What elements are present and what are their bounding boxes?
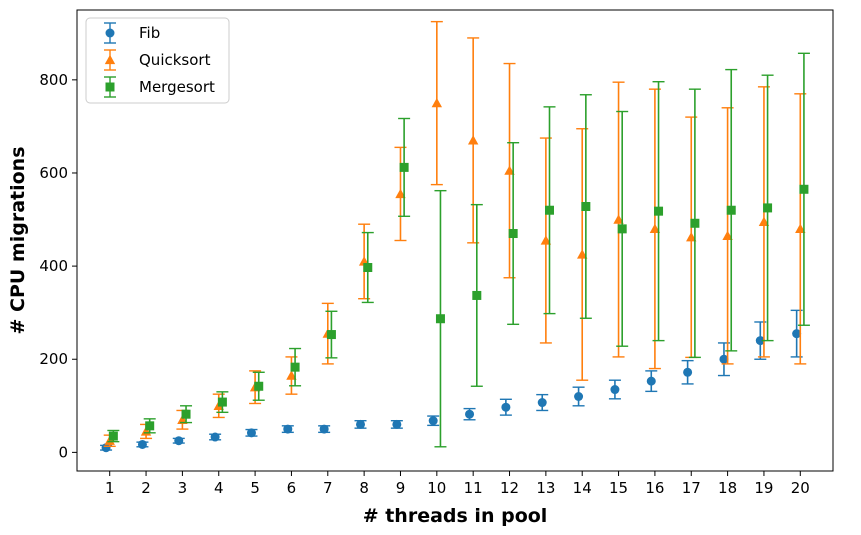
legend-entry: Mergesort [104, 76, 215, 98]
data-point [504, 165, 515, 175]
data-point [501, 402, 511, 412]
data-point [101, 443, 111, 453]
data-point [472, 290, 482, 300]
data-point [577, 249, 588, 259]
data-point [210, 432, 220, 442]
y-axis-label: # CPU migrations [7, 146, 29, 334]
data-point [722, 230, 733, 241]
data-point [326, 330, 336, 340]
x-tick-label: 2 [141, 479, 151, 497]
y-tick-label: 0 [58, 443, 68, 461]
data-point [356, 419, 365, 429]
data-point [755, 336, 765, 346]
data-point [254, 381, 264, 391]
data-point [683, 367, 693, 377]
data-point [690, 218, 700, 228]
data-point [174, 436, 184, 446]
data-point [792, 329, 802, 339]
data-point [758, 216, 770, 227]
x-tick-label: 11 [464, 479, 483, 497]
legend-marker [104, 54, 116, 65]
x-tick-label: 18 [718, 479, 737, 497]
legend-entry: Fib [104, 22, 160, 44]
y-tick-label: 400 [39, 257, 68, 275]
data-point [145, 421, 155, 431]
x-tick-label: 20 [791, 479, 810, 497]
x-tick-label: 9 [396, 479, 406, 497]
data-point [177, 414, 188, 424]
data-point [646, 376, 656, 386]
data-point [649, 223, 661, 234]
data-point [428, 416, 438, 426]
data-point [719, 354, 729, 364]
series-fib [100, 309, 803, 453]
data-point [799, 184, 809, 194]
y-tick-label: 800 [39, 71, 68, 89]
y-axis: 0 200 400 600 800 [39, 71, 77, 461]
data-point [610, 385, 620, 395]
x-tick-label: 1 [105, 479, 115, 497]
legend-marker [105, 28, 115, 38]
data-point [108, 431, 118, 441]
y-tick-label: 600 [39, 164, 68, 182]
x-tick-label: 7 [323, 479, 333, 497]
legend-box [85, 17, 230, 104]
data-point [574, 391, 584, 401]
data-point [613, 214, 624, 224]
x-tick-label: 6 [287, 479, 297, 497]
data-point [392, 419, 402, 429]
data-point [181, 409, 191, 419]
legend: Fib Quicksort Mergesort [85, 17, 230, 104]
data-point [545, 205, 554, 215]
x-tick-label: 14 [573, 479, 592, 497]
x-axis-label: # threads in pool [363, 505, 548, 527]
data-point [581, 202, 591, 212]
legend-label: Mergesort [139, 78, 215, 96]
x-tick-label: 10 [427, 479, 446, 497]
legend-entry: Quicksort [104, 49, 211, 71]
x-tick-label: 4 [214, 479, 224, 497]
x-tick-label: 3 [178, 479, 188, 497]
x-tick-label: 16 [645, 479, 664, 497]
data-point [726, 205, 736, 215]
legend-label: Fib [139, 24, 160, 42]
data-point [540, 235, 552, 245]
data-point [654, 206, 664, 216]
data-point [467, 135, 479, 145]
x-axis: 1 2 3 4 5 6 7 8 9 10 11 12 13 14 15 16 17 18 19 20 [105, 471, 810, 497]
data-point [217, 397, 227, 407]
plot-frame [76, 9, 834, 472]
data-point [283, 424, 293, 434]
data-point [508, 229, 518, 239]
x-tick-label: 15 [609, 479, 628, 497]
plot-area [76, 9, 834, 472]
data-point [686, 232, 697, 242]
data-point [137, 439, 147, 449]
series-mergesort [107, 52, 810, 448]
data-point [290, 362, 300, 372]
x-tick-label: 5 [250, 479, 260, 497]
x-tick-label: 12 [500, 479, 519, 497]
x-tick-label: 19 [754, 479, 773, 497]
data-point [286, 370, 297, 380]
data-point [431, 97, 443, 108]
data-point [363, 263, 373, 273]
data-point [763, 203, 773, 213]
data-point [537, 398, 547, 408]
data-point [795, 223, 806, 234]
x-tick-label: 17 [682, 479, 701, 497]
data-point [465, 409, 475, 419]
data-point [319, 424, 329, 434]
x-tick-label: 8 [359, 479, 369, 497]
data-point [617, 224, 627, 234]
data-point [399, 162, 409, 172]
data-point [395, 188, 406, 199]
legend-label: Quicksort [139, 51, 211, 69]
data-point [435, 314, 445, 324]
legend-marker [105, 82, 115, 92]
x-tick-label: 13 [536, 479, 555, 497]
y-tick-label: 200 [39, 350, 68, 368]
data-point [246, 428, 256, 438]
